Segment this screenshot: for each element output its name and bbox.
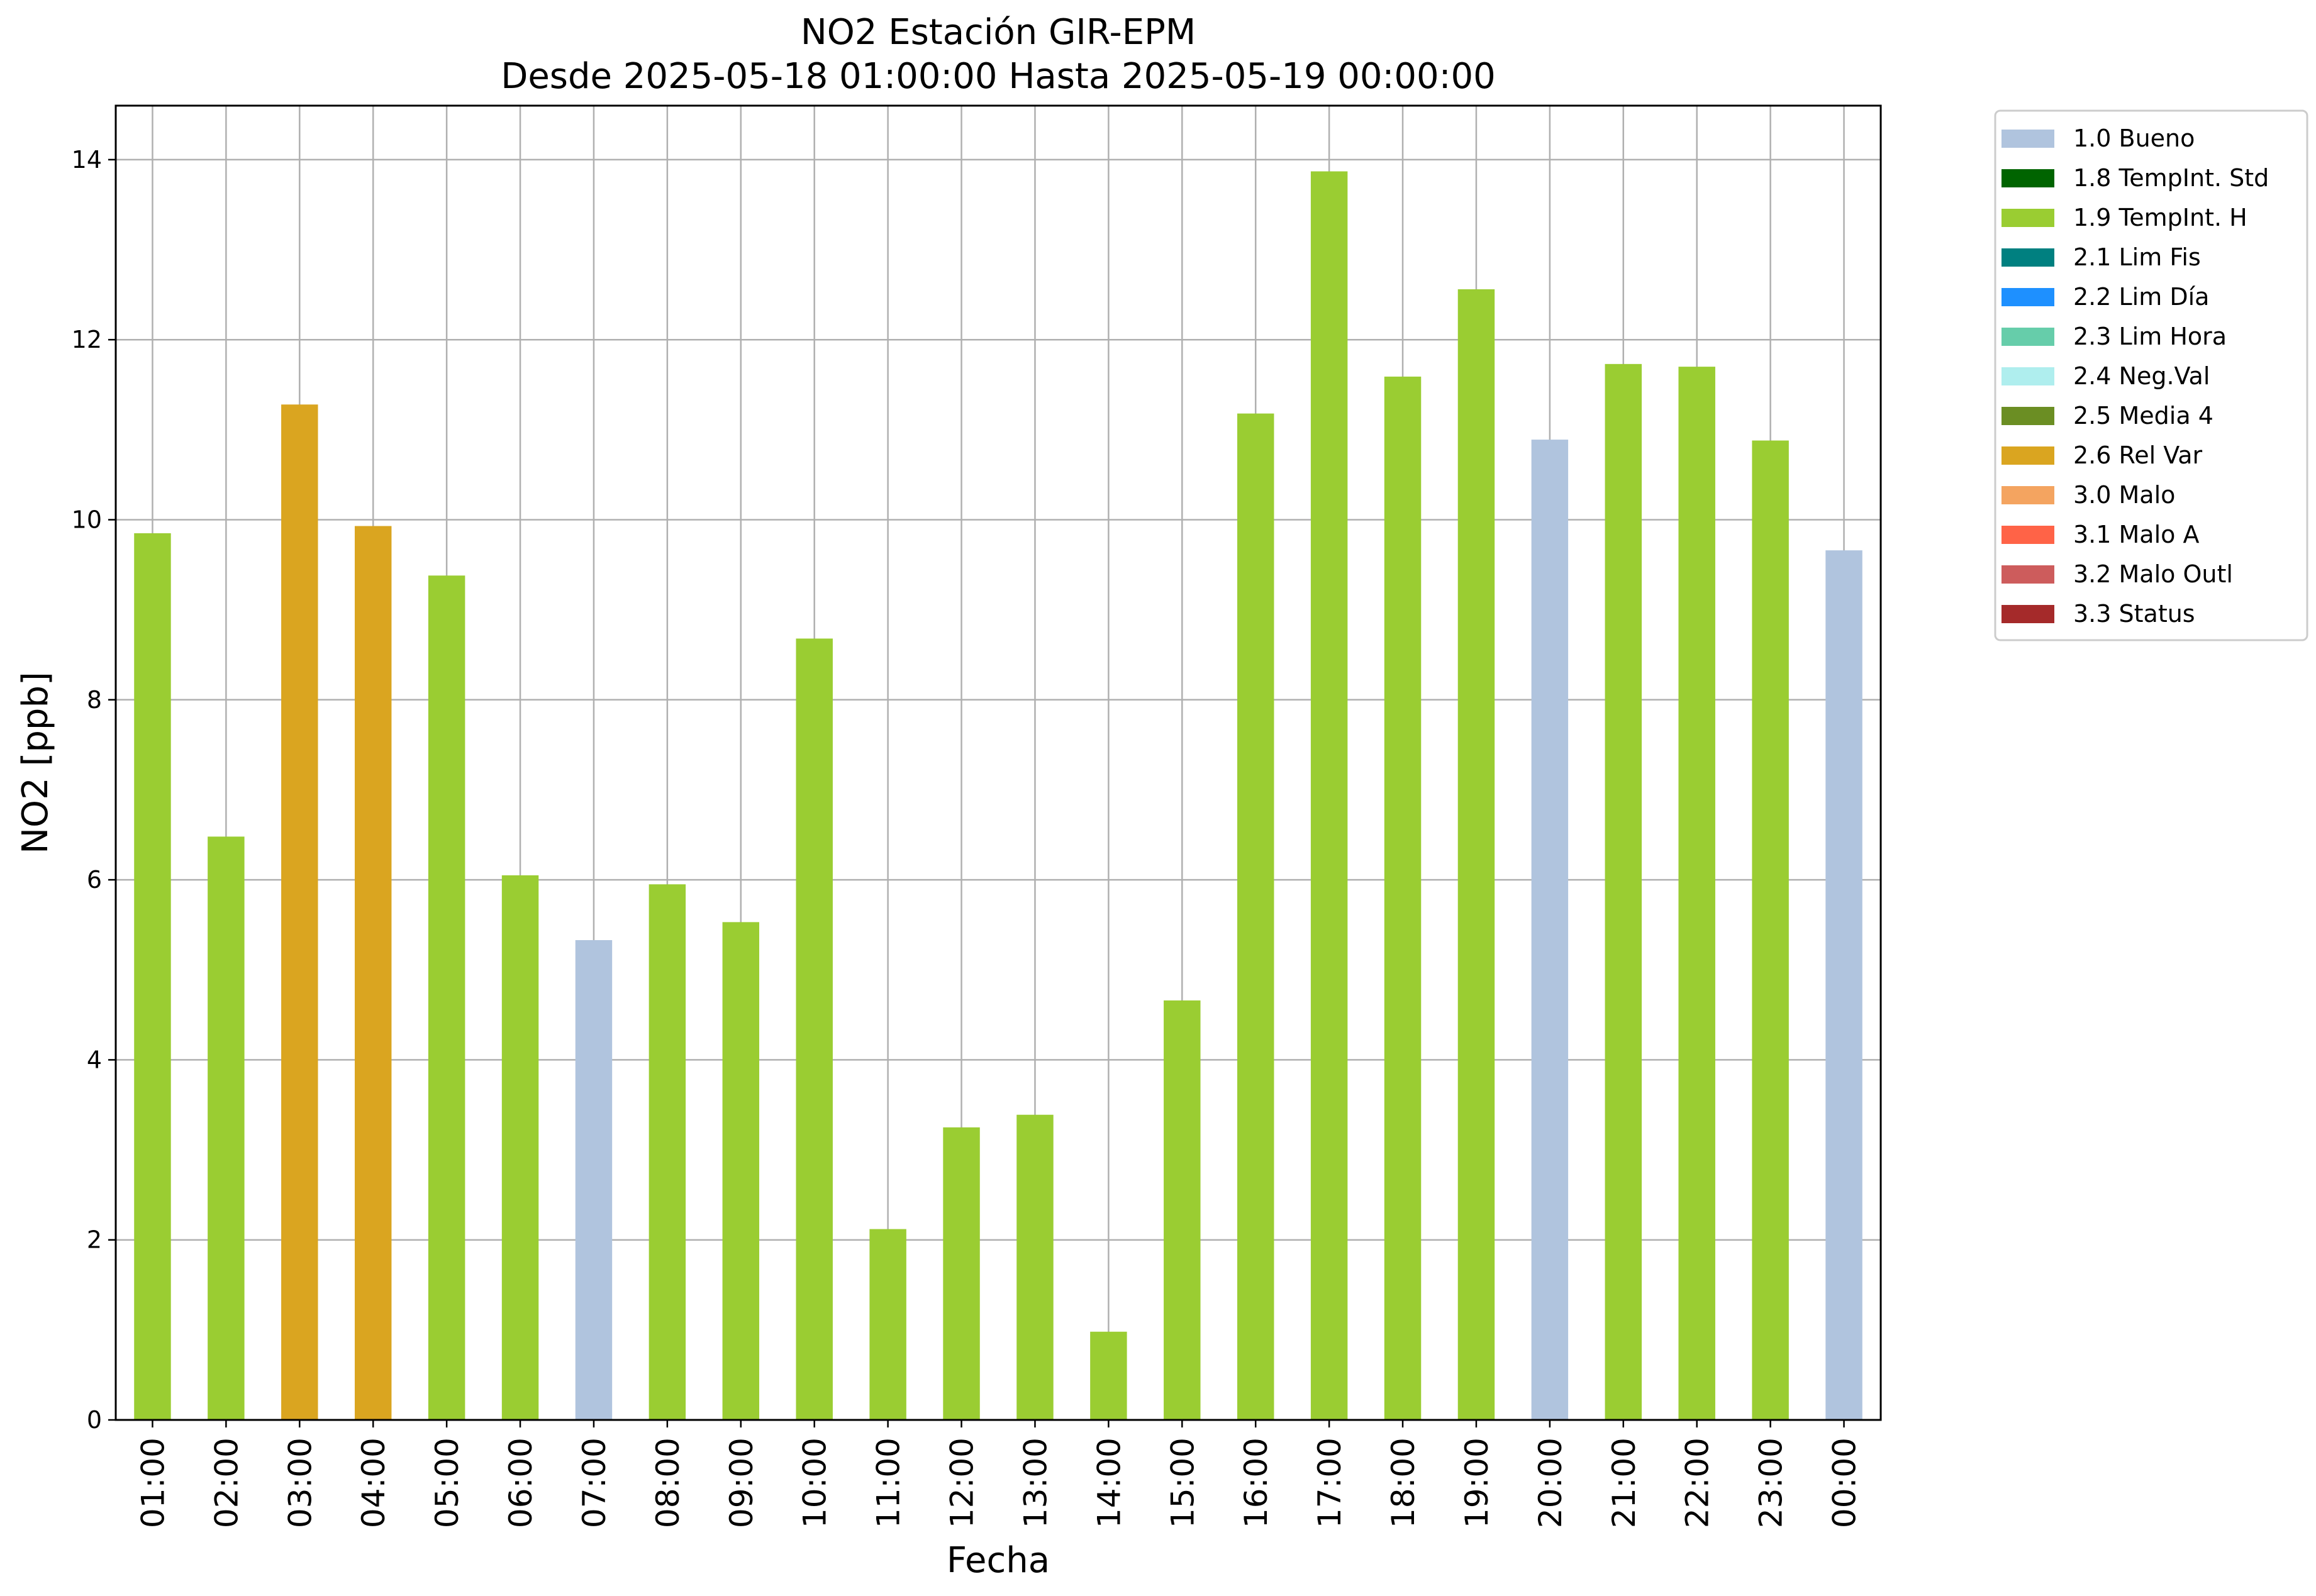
- legend-swatch-3.2: [2001, 565, 2054, 584]
- bar-2100: [1605, 363, 1642, 1420]
- legend-frame: [1994, 109, 2308, 641]
- x-tick-label: 12:00: [944, 1438, 981, 1528]
- legend-label-3.2: 3.2 Malo Outl: [2073, 560, 2233, 588]
- bars: [134, 171, 1862, 1421]
- legend-swatch-3.3: [2001, 605, 2054, 623]
- legend-label-2.4: 2.4 Neg.Val: [2073, 362, 2210, 390]
- bar-1300: [1016, 1114, 1054, 1420]
- x-tick-label: 09:00: [723, 1438, 760, 1528]
- y-tick-label: 6: [87, 866, 102, 894]
- bar-0200: [208, 836, 245, 1420]
- bar-0700: [575, 940, 613, 1420]
- legend-label-2.2: 2.2 Lim Día: [2073, 283, 2209, 311]
- legend-label-2.6: 2.6 Rel Var: [2073, 441, 2203, 469]
- y-tick-label: 14: [72, 146, 102, 174]
- bar-1000: [796, 638, 833, 1420]
- x-tick-label: 20:00: [1532, 1438, 1569, 1528]
- legend-swatch-3.1: [2001, 526, 2054, 544]
- bar-0600: [501, 875, 539, 1420]
- bar-1100: [869, 1229, 906, 1420]
- legend-label-1.8: 1.8 TempInt. Std: [2073, 164, 2269, 192]
- bar-2000: [1531, 440, 1569, 1420]
- y-tick-label: 4: [87, 1046, 102, 1073]
- x-axis: 01:00 02:00 03:00 04:00 05:00 06:00 07:00 08:00…: [135, 1420, 1863, 1528]
- y-axis: 0 2 4 6 8 10 12 14: [72, 146, 116, 1434]
- legend-swatch-1.0: [2001, 130, 2054, 148]
- bar-1500: [1164, 1000, 1201, 1420]
- bar-0500: [428, 575, 465, 1420]
- x-tick-label: 04:00: [355, 1438, 392, 1528]
- x-tick-label: 10:00: [797, 1438, 833, 1528]
- x-tick-label: 17:00: [1311, 1438, 1348, 1528]
- legend-label-2.3: 2.3 Lim Hora: [2073, 323, 2227, 350]
- x-tick-label: 13:00: [1017, 1438, 1054, 1528]
- legend-swatch-2.4: [2001, 367, 2054, 385]
- x-tick-label: 16:00: [1238, 1438, 1274, 1528]
- x-tick-label: 01:00: [135, 1438, 171, 1528]
- bar-0300: [281, 404, 318, 1420]
- bar-0800: [649, 884, 686, 1420]
- x-tick-label: 08:00: [650, 1438, 686, 1528]
- legend: 1.0 Bueno 1.8 TempInt. Std 1.9 TempInt. H 2…: [1994, 109, 2308, 641]
- x-tick-label: 18:00: [1385, 1438, 1422, 1528]
- bar-1400: [1090, 1331, 1127, 1420]
- chart-title: NO2 Estación GIR-EPM: [801, 12, 1196, 53]
- legend-swatch-2.5: [2001, 407, 2054, 425]
- y-tick-label: 2: [87, 1226, 102, 1254]
- legend-swatch-3.0: [2001, 486, 2054, 504]
- legend-label-3.3: 3.3 Status: [2073, 600, 2195, 628]
- y-tick-label: 0: [87, 1406, 102, 1434]
- x-tick-label: 11:00: [871, 1438, 907, 1528]
- x-tick-label: 19:00: [1459, 1438, 1495, 1528]
- legend-label-1.9: 1.9 TempInt. H: [2073, 204, 2247, 231]
- bar-1900: [1457, 289, 1495, 1421]
- x-tick-label: 07:00: [576, 1438, 613, 1528]
- bar-0400: [354, 526, 392, 1420]
- x-tick-label: 23:00: [1753, 1438, 1790, 1528]
- y-tick-label: 10: [72, 506, 102, 533]
- x-tick-label: 22:00: [1679, 1438, 1716, 1528]
- x-tick-label: 21:00: [1606, 1438, 1642, 1528]
- x-tick-label: 06:00: [503, 1438, 539, 1528]
- bar-1200: [943, 1127, 980, 1420]
- bar-0900: [722, 922, 760, 1420]
- x-tick-label: 05:00: [429, 1438, 465, 1528]
- legend-label-3.0: 3.0 Malo: [2073, 481, 2175, 509]
- x-tick-label: 15:00: [1164, 1438, 1201, 1528]
- bar-2200: [1678, 367, 1715, 1420]
- legend-swatch-2.2: [2001, 288, 2054, 306]
- plot-frame: [114, 104, 1882, 1421]
- chart-subtitle: Desde 2025-05-18 01:00:00 Hasta 2025-05-…: [501, 56, 1496, 97]
- legend-swatch-2.3: [2001, 328, 2054, 346]
- legend-label-2.1: 2.1 Lim Fis: [2073, 243, 2201, 271]
- x-tick-label: 14:00: [1091, 1438, 1127, 1528]
- x-tick-label: 03:00: [282, 1438, 318, 1528]
- legend-swatch-1.9: [2001, 209, 2054, 227]
- bar-1600: [1237, 413, 1274, 1420]
- y-axis-label: NO2 [ppb]: [15, 672, 56, 854]
- bar-0100: [134, 533, 171, 1420]
- y-tick-label: 8: [87, 686, 102, 714]
- y-tick-label: 12: [72, 326, 102, 353]
- legend-label-2.5: 2.5 Media 4: [2073, 402, 2213, 429]
- legend-label-1.0: 1.0 Bueno: [2073, 125, 2195, 152]
- legend-swatch-2.1: [2001, 248, 2054, 267]
- bar-0000: [1825, 550, 1862, 1421]
- x-tick-label: 02:00: [208, 1438, 245, 1528]
- legend-swatch-2.6: [2001, 446, 2054, 465]
- x-axis-label: Fecha: [947, 1540, 1050, 1581]
- legend-label-3.1: 3.1 Malo A: [2073, 521, 2199, 548]
- bar-2300: [1752, 440, 1789, 1421]
- bar-1700: [1310, 171, 1348, 1420]
- bar-1800: [1384, 376, 1422, 1420]
- legend-swatch-1.8: [2001, 169, 2054, 187]
- x-tick-label: 00:00: [1827, 1438, 1863, 1528]
